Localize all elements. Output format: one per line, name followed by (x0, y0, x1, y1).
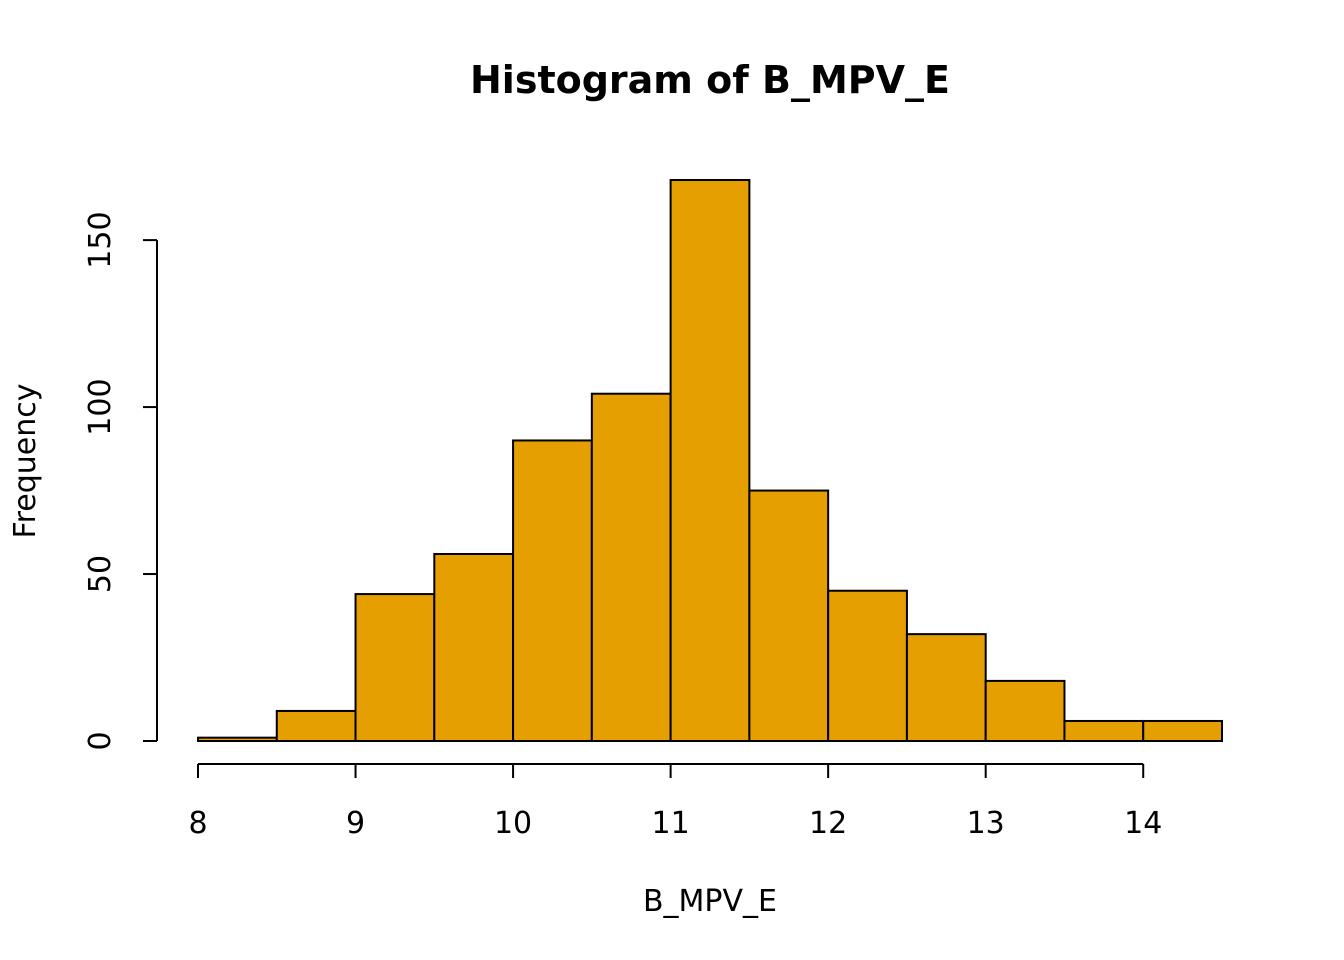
histogram-bar (197, 736, 278, 742)
histogram-bar (354, 593, 436, 742)
histogram-bar (827, 589, 908, 742)
histogram-bar (748, 489, 830, 742)
histogram-bar (275, 709, 357, 742)
y-tick-label: 0 (83, 731, 118, 750)
x-tick-label: 14 (1124, 806, 1162, 841)
x-tick-label: 8 (188, 806, 207, 841)
y-tick-label: 50 (83, 555, 118, 593)
histogram-bar (590, 392, 672, 742)
x-tick-label: 10 (494, 806, 532, 841)
bars-group (197, 179, 1223, 743)
x-tick-label: 11 (652, 806, 690, 841)
y-axis: 0 50 100 150 (83, 211, 158, 751)
x-axis: 8 9 10 11 12 13 14 (188, 763, 1162, 841)
y-axis-label: Frequency (8, 384, 43, 539)
histogram-bar (433, 553, 515, 742)
histogram-bar (984, 679, 1066, 743)
x-tick-label: 12 (809, 806, 847, 841)
y-tick-label: 150 (83, 211, 118, 268)
chart-title: Histogram of B_MPV_E (470, 58, 950, 102)
histogram-bar (669, 179, 751, 742)
y-tick-label: 100 (83, 378, 118, 435)
histogram-bar (1142, 719, 1223, 743)
x-tick-label: 9 (346, 806, 365, 841)
histogram-bar (1063, 719, 1145, 743)
x-tick-label: 13 (967, 806, 1005, 841)
x-axis-label: B_MPV_E (643, 884, 777, 919)
histogram-bar (905, 633, 987, 743)
histogram-bar (512, 439, 593, 742)
